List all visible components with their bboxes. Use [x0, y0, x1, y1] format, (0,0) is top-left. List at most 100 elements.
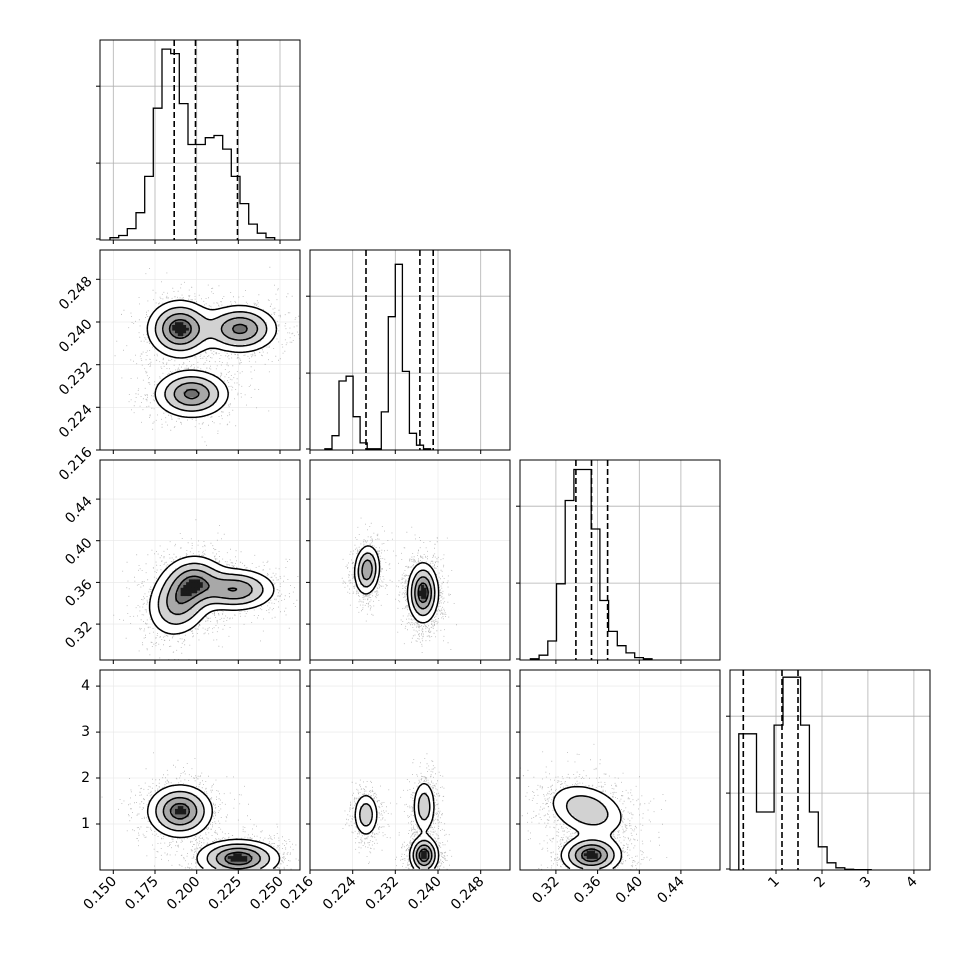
density-cell	[258, 319, 262, 323]
density-cell	[200, 375, 204, 379]
density-cell	[208, 803, 212, 807]
density-cell	[169, 386, 173, 390]
density-cell	[161, 623, 165, 628]
density-cell	[163, 383, 168, 387]
density-cell	[219, 607, 223, 611]
density-cell	[600, 858, 604, 863]
density-cell	[175, 327, 179, 331]
x-tick-label: 0.36	[571, 873, 604, 906]
density-cell	[177, 341, 181, 345]
density-cell	[188, 803, 193, 807]
density-cell	[180, 333, 184, 337]
density-cell	[608, 820, 613, 824]
density-cell	[158, 344, 162, 348]
density-cell	[211, 386, 215, 390]
density-cell	[150, 338, 154, 343]
density-cell	[172, 311, 176, 315]
density-cell	[423, 571, 428, 575]
density-cell	[589, 842, 593, 846]
density-cell	[183, 375, 187, 379]
density-cell	[158, 618, 162, 622]
density-cell	[200, 568, 204, 572]
density-cell	[200, 797, 204, 801]
density-cell	[241, 347, 245, 351]
density-cell	[200, 861, 204, 865]
density-cell	[197, 803, 201, 807]
density-cell	[183, 607, 187, 611]
density-cell	[230, 336, 234, 340]
density-cell	[586, 803, 590, 807]
density-cell	[186, 822, 190, 826]
density-cell	[233, 839, 237, 843]
density-cell	[200, 411, 204, 415]
density-cell	[432, 845, 436, 849]
x-tick-label: 0.150	[80, 874, 120, 914]
density-cell	[172, 333, 176, 337]
density-cell	[225, 325, 229, 329]
density-cell	[362, 548, 366, 553]
density-cell	[211, 327, 215, 331]
density-cell	[233, 607, 237, 611]
density-cell	[558, 811, 563, 815]
density-cell	[230, 576, 234, 580]
density-cell	[617, 811, 621, 815]
density-cell	[197, 573, 201, 578]
density-cell	[586, 811, 590, 815]
density-cell	[611, 820, 615, 824]
density-cell	[561, 814, 565, 818]
density-cell	[152, 601, 156, 605]
contour-line	[168, 318, 248, 400]
density-cell	[589, 831, 593, 835]
density-cell	[592, 817, 596, 821]
density-cell	[227, 582, 231, 586]
density-cell	[241, 305, 245, 309]
density-cell	[161, 386, 165, 390]
density-cell	[202, 803, 206, 807]
density-cell	[225, 571, 229, 575]
density-cell	[575, 811, 579, 815]
density-cell	[216, 327, 220, 331]
density-cell	[166, 305, 170, 309]
density-cell	[180, 411, 184, 415]
density-cell	[211, 565, 215, 569]
density-cell	[180, 590, 184, 594]
density-cell	[368, 573, 372, 578]
density-cell	[163, 808, 168, 813]
density-cell	[252, 604, 256, 608]
density-cell	[230, 607, 234, 611]
density-cell	[180, 596, 184, 600]
density-cell	[169, 618, 173, 622]
density-cell	[186, 789, 190, 793]
density-cell	[186, 308, 190, 312]
density-cell	[188, 377, 193, 381]
density-layer	[342, 753, 453, 870]
density-cell	[205, 319, 209, 323]
density-cell	[575, 861, 579, 865]
density-cell	[155, 585, 159, 589]
density-cell	[247, 601, 251, 605]
density-cell	[219, 576, 223, 580]
density-cell	[202, 311, 206, 315]
density-cell	[194, 571, 198, 575]
density-cell	[421, 618, 425, 622]
density-cell	[578, 800, 582, 804]
density-cell	[161, 598, 165, 603]
density-cell	[188, 587, 193, 591]
density-cell	[233, 847, 237, 851]
density-cell	[244, 596, 248, 600]
density-cell	[608, 811, 613, 815]
density-cell	[564, 808, 568, 813]
density-cell	[583, 833, 588, 838]
density-cell	[211, 582, 215, 586]
density-cell	[169, 336, 173, 340]
density-cell	[205, 607, 209, 611]
y-tick-label: 3	[81, 724, 90, 740]
density-cell	[158, 319, 162, 323]
density-cell	[194, 587, 198, 591]
density-cell	[208, 607, 212, 611]
density-cell	[589, 820, 593, 824]
density-cell	[158, 322, 162, 326]
density-cell	[211, 856, 215, 860]
density-cell	[354, 576, 358, 580]
density-cell	[188, 598, 193, 603]
